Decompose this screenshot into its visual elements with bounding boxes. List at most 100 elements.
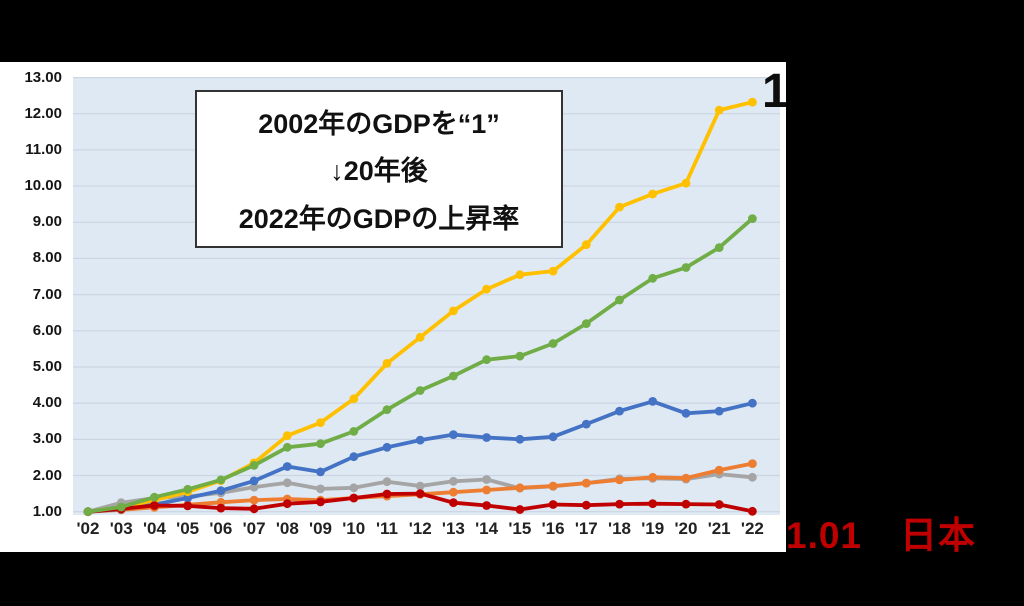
x-tick-label: '08 [275, 519, 299, 538]
y-tick-label: 2.00 [32, 466, 62, 484]
data-point [515, 351, 525, 361]
data-point [183, 484, 193, 494]
data-point [249, 504, 259, 514]
data-point [482, 501, 491, 510]
x-tick-label: '02 [76, 519, 100, 538]
data-point [748, 97, 757, 107]
x-tick-label: '14 [475, 519, 499, 538]
data-point [515, 270, 525, 280]
data-point [83, 507, 93, 517]
data-point [349, 394, 359, 404]
markers-series-green [83, 214, 757, 517]
data-point [415, 489, 425, 498]
data-point [482, 485, 491, 495]
data-point [382, 442, 392, 452]
data-point [282, 442, 292, 452]
data-point [382, 477, 392, 487]
data-point [581, 240, 591, 250]
data-point [249, 482, 259, 492]
data-point [382, 489, 392, 499]
data-point [515, 483, 525, 493]
data-point [349, 427, 359, 436]
data-point [349, 493, 359, 503]
data-point [748, 472, 757, 482]
data-point [216, 475, 226, 485]
data-point [482, 355, 491, 365]
x-tick-label: '22 [740, 519, 764, 538]
data-point [548, 500, 558, 509]
y-tick-label: 11.00 [25, 140, 62, 158]
data-point [581, 319, 591, 328]
x-tick-label: '16 [541, 519, 565, 538]
x-tick-label: '09 [309, 519, 332, 538]
data-point [714, 465, 724, 475]
data-point [216, 486, 226, 496]
y-tick-label: 3.00 [32, 430, 62, 448]
data-point [316, 439, 325, 449]
y-tick-label: 12.00 [24, 104, 62, 122]
y-tick-label: 13.00 [24, 68, 62, 86]
data-point [316, 467, 325, 477]
y-tick-label: 6.00 [32, 321, 62, 339]
data-point [249, 495, 259, 505]
data-point [748, 214, 757, 224]
data-point [615, 295, 624, 305]
data-point [482, 433, 491, 442]
data-point [449, 476, 458, 486]
data-point [615, 499, 624, 509]
y-tick-label: 10.00 [24, 177, 62, 195]
data-point [548, 339, 558, 348]
data-point [415, 332, 425, 342]
data-point [714, 105, 724, 115]
data-point [415, 435, 425, 445]
y-tick-label: 7.00 [32, 285, 62, 303]
data-point [748, 398, 757, 408]
annotation-box: 2002年のGDPを“1” ↓20年後 2022年のGDPの上昇率 [195, 90, 563, 248]
data-point [282, 499, 292, 509]
data-point [316, 497, 325, 507]
x-tick-label: '13 [441, 519, 465, 538]
x-tick-label: '06 [209, 519, 233, 538]
data-point [515, 434, 525, 444]
data-point [449, 430, 458, 439]
data-point [714, 500, 724, 509]
x-tick-label: '04 [142, 519, 166, 538]
x-tick-label: '15 [508, 519, 532, 538]
x-tick-label: '07 [242, 519, 266, 538]
data-point [548, 481, 558, 491]
x-tick-label: '10 [342, 519, 366, 538]
data-point [515, 505, 525, 514]
data-point [150, 501, 159, 510]
data-point [183, 501, 193, 511]
data-point [150, 492, 159, 502]
data-point [648, 397, 658, 406]
chart-canvas: 13.00 12.00 11.00 10.00 9.00 8.00 7.00 6.00 5.00… [0, 62, 786, 552]
annotation-line-1: 2002年のGDPを“1” [258, 109, 500, 140]
data-point [581, 500, 591, 510]
x-tick-label: '05 [176, 519, 200, 538]
top-right-clipped-value: 1 [762, 65, 786, 118]
y-tick-label: 1.00 [32, 502, 62, 520]
x-tick-label: '11 [375, 519, 398, 538]
y-tick-label: 9.00 [32, 213, 62, 231]
data-point [249, 476, 259, 486]
data-point [548, 266, 558, 276]
line-series-green [87, 217, 754, 514]
data-point [714, 406, 724, 416]
data-point [449, 306, 458, 316]
data-point [681, 473, 691, 483]
y-tick-label: 8.00 [32, 249, 62, 267]
data-point [449, 371, 458, 381]
annotation-line-3: 2022年のGDPの上昇率 [238, 203, 520, 234]
data-point [581, 478, 591, 488]
data-point [648, 472, 658, 482]
x-tick-label: '19 [641, 519, 665, 538]
data-point [282, 431, 292, 441]
data-point [615, 475, 624, 485]
data-point [681, 178, 691, 188]
data-point [449, 498, 458, 508]
data-point [249, 461, 259, 470]
data-point [681, 263, 691, 272]
data-point [482, 284, 491, 294]
